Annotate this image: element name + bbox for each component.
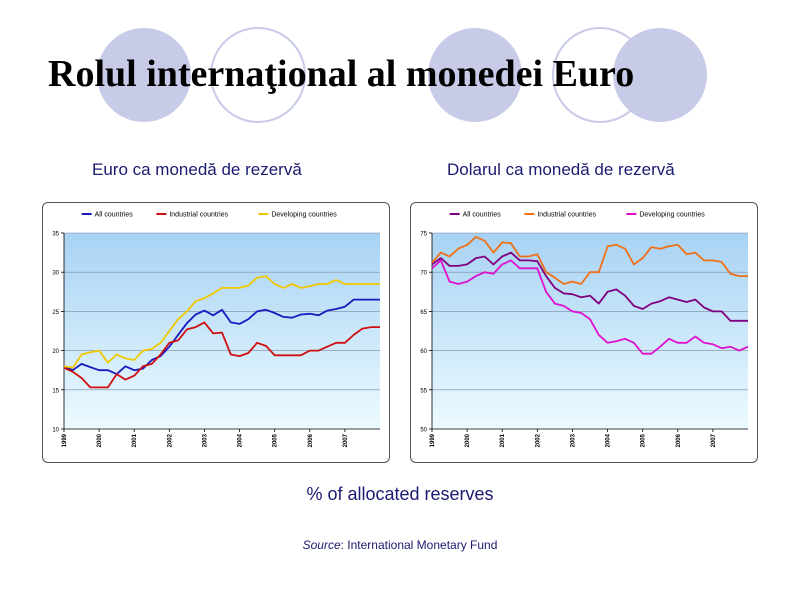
chart-euro: 10 15 20 25 30 35 1999 2000 2001 2002 2003 2004 2005… (52, 212, 380, 447)
x-tick-label: 2005 (641, 433, 647, 447)
legend-entry: Industrial countries (537, 212, 596, 219)
x-tick-label: 2000 (465, 433, 471, 447)
x-tick-label: 2004 (238, 433, 244, 447)
x-tick-label: 1999 (430, 433, 436, 447)
y-tick-label: 70 (420, 271, 427, 277)
decor-circle-outline (210, 27, 306, 123)
series-line (431, 251, 748, 322)
x-tick-label: 1999 (62, 433, 68, 447)
source-note: Source: International Monetary Fund (0, 538, 800, 552)
y-tick-label: 25 (52, 310, 59, 316)
x-tick-label: 2005 (273, 433, 279, 447)
decorative-circles (97, 27, 707, 123)
chart-dollar: 50 55 60 65 70 75 1999 2000 2001 2002 2003 2004 2005… (420, 212, 749, 447)
y-tick-label: 65 (420, 310, 427, 316)
source-label: Source (302, 538, 341, 552)
decor-circle (97, 28, 191, 122)
x-tick-label: 2001 (500, 433, 506, 447)
x-tick-label: 2002 (535, 433, 541, 447)
plot-area (64, 233, 380, 429)
source-text: : International Monetary Fund (340, 538, 498, 552)
legend-entry: All countries (463, 212, 502, 219)
series-line (431, 236, 748, 285)
y-tick-label: 60 (420, 349, 427, 355)
x-tick-label: 2006 (308, 433, 314, 447)
x-tick-label: 2000 (97, 433, 103, 447)
y-tick-label: 15 (52, 388, 59, 394)
x-tick-label: 2007 (711, 433, 717, 447)
x-tick-label: 2002 (167, 433, 173, 447)
y-tick-label: 10 (52, 428, 59, 434)
legend-entry: Developing countries (271, 212, 337, 219)
series-line (63, 275, 380, 369)
slide-title: Rolul internaţional al monedei Euro (48, 53, 635, 95)
y-tick-label: 35 (52, 232, 59, 238)
chart-title-euro: Euro ca monedă de rezervă (92, 160, 302, 179)
x-tick-label: 2003 (202, 433, 208, 447)
x-tick-label: 2006 (676, 433, 682, 447)
chart-panel-dollar: 50 55 60 65 70 75 1999 2000 2001 2002 2003 2004 2005… (410, 202, 758, 463)
y-tick-label: 50 (420, 428, 427, 434)
decor-circle (613, 28, 707, 122)
legend-entry: All countries (95, 212, 134, 219)
y-tick-label: 30 (52, 271, 59, 277)
x-tick-label: 2003 (570, 433, 576, 447)
chart-panel-euro: 10 15 20 25 30 35 1999 2000 2001 2002 2003 2004 2005… (42, 202, 390, 463)
y-tick-label: 55 (420, 388, 427, 394)
y-tick-label: 75 (420, 232, 427, 238)
plot-area (432, 233, 748, 429)
legend-entry: Developing countries (639, 212, 705, 219)
x-tick-label: 2007 (343, 433, 349, 447)
caption-allocated-reserves: % of allocated reserves (306, 484, 494, 504)
y-tick-label: 20 (52, 349, 59, 355)
chart-title-dollar: Dolarul ca monedă de rezervă (447, 160, 675, 179)
x-tick-label: 2004 (606, 433, 612, 447)
series-line (63, 321, 380, 389)
decor-circle-outline (552, 27, 648, 123)
decor-circle (428, 28, 522, 122)
x-tick-label: 2001 (132, 433, 138, 447)
legend-entry: Industrial countries (169, 212, 228, 219)
series-line (431, 259, 749, 355)
